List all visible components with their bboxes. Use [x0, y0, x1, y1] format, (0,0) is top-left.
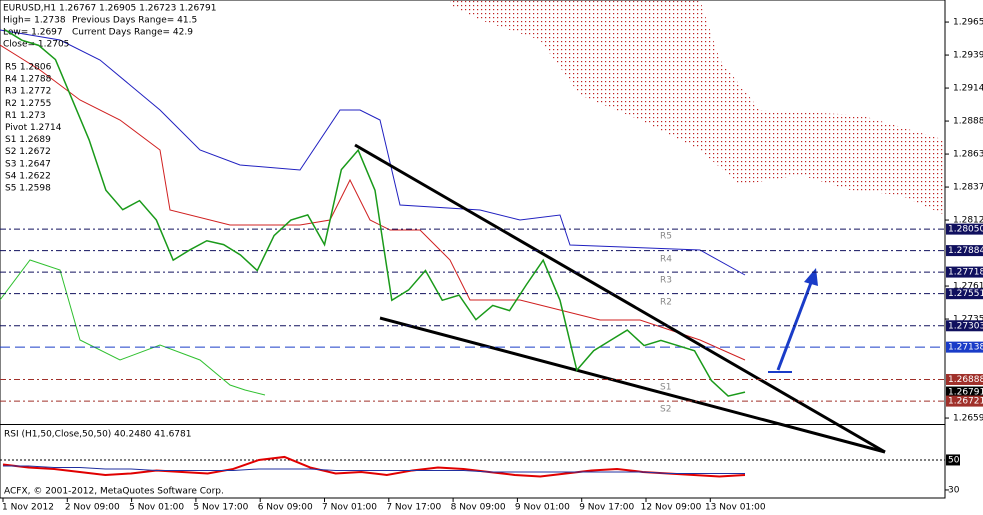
level-label: 1.27718: [948, 268, 983, 278]
level-box: [946, 373, 983, 385]
x-tick-label: 7 Nov 01:00: [322, 503, 377, 513]
level-box: [946, 320, 983, 332]
x-tick-label: 6 Nov 09:00: [258, 503, 313, 513]
x-tick-label: 9 Nov 01:00: [515, 503, 570, 513]
y-tick-label: 1.28885: [953, 117, 983, 127]
symbol-header: EURUSD,H1 1.26767 1.26905 1.26723 1.2679…: [3, 4, 216, 14]
level-box: [946, 288, 983, 300]
level-box: [946, 223, 983, 235]
pivot-text: S4 1.2622: [5, 171, 51, 181]
level-box: [946, 266, 983, 278]
rsi-line: [3, 465, 745, 474]
y-tick-label: 1.27355: [953, 315, 983, 325]
ichimoku-cloud: [450, 0, 945, 215]
x-tick-label: 5 Nov 17:00: [193, 503, 248, 513]
wedge-lower: [379, 316, 886, 454]
y-tick-label: 1.28630: [953, 150, 983, 160]
x-tick-label: 1 Nov 2012: [2, 503, 54, 513]
info-text: Current Days Range= 42.9: [72, 28, 193, 38]
x-tick-label: 8 Nov 09:00: [451, 503, 506, 513]
chikou-line: [0, 259, 266, 396]
plot-frame: [0, 0, 946, 499]
pivot-text: R5 1.2806: [5, 63, 52, 73]
level-name: S1: [660, 383, 671, 393]
pivot-text: S5 1.2598: [5, 184, 51, 194]
y-tick-label: 30: [948, 485, 960, 495]
y-tick-label: 1.28375: [953, 183, 983, 193]
level-label: 1.27138: [948, 343, 983, 353]
info-text: Low= 1.2697: [3, 28, 63, 38]
level-box: [946, 341, 983, 353]
x-tick-label: 5 Nov 01:00: [129, 503, 184, 513]
pivot-text: R1 1.273: [5, 111, 46, 121]
pivot-text: S2 1.2672: [5, 147, 51, 157]
wedge-upper: [354, 143, 886, 454]
rsi-level-box: [946, 454, 960, 466]
level-label: 1.27884: [948, 246, 983, 256]
arrow: [776, 279, 814, 371]
y-tick-label: 1.28120: [953, 216, 983, 226]
level-label: 1.28050: [948, 225, 983, 235]
level-label: 1.26888: [948, 375, 983, 385]
level-label: 1.26791: [948, 388, 983, 398]
x-tick-label: 2 Nov 09:00: [65, 503, 120, 513]
level-box: [946, 395, 983, 407]
pivot-text: S3 1.2647: [5, 159, 51, 169]
y-tick-label: 50: [948, 455, 960, 465]
x-tick-label: 12 Nov 09:00: [641, 503, 702, 513]
level-box: [946, 386, 983, 398]
level-name: R5: [660, 231, 672, 241]
info-text: High= 1.2738: [3, 16, 66, 26]
rsi-title: RSI (H1,50,Close,50,50) 40.2480 41.6781: [4, 430, 191, 440]
price-line: [4, 29, 746, 397]
info-text: Previous Days Range= 41.5: [72, 16, 197, 26]
level-name: R3: [660, 275, 672, 285]
level-label: 1.27303: [948, 321, 983, 331]
level-label: 1.26721: [948, 397, 983, 407]
copyright: ACFX, © 2001-2012, MetaQuotes Software C…: [4, 487, 224, 497]
x-tick-label: 7 Nov 17:00: [386, 503, 441, 513]
kijun-line: [0, 29, 746, 276]
level-name: S2: [660, 405, 671, 415]
y-tick-label: 1.29395: [953, 51, 983, 61]
x-tick-label: 9 Nov 17:00: [579, 503, 634, 513]
pivot-text: S1 1.2689: [5, 135, 51, 145]
level-name: R2: [660, 297, 672, 307]
y-tick-label: 1.27610: [953, 282, 983, 292]
pivot-text: R2 1.2755: [5, 99, 51, 109]
level-label: 1.27551: [948, 289, 983, 299]
y-tick-label: 1.29650: [953, 18, 983, 28]
x-tick-label: 13 Nov 01:00: [705, 503, 766, 513]
rsi-line: [2, 455, 746, 478]
pivot-text: R4 1.2788: [5, 75, 52, 85]
pivot-text: Pivot 1.2714: [5, 123, 62, 133]
y-tick-label: 1.26590: [953, 414, 983, 424]
pivot-text: R3 1.2772: [5, 87, 51, 97]
y-tick-label: 1.29140: [953, 84, 983, 94]
tenkan-line: [0, 44, 746, 361]
level-name: R4: [660, 255, 672, 265]
level-box: [946, 245, 983, 257]
